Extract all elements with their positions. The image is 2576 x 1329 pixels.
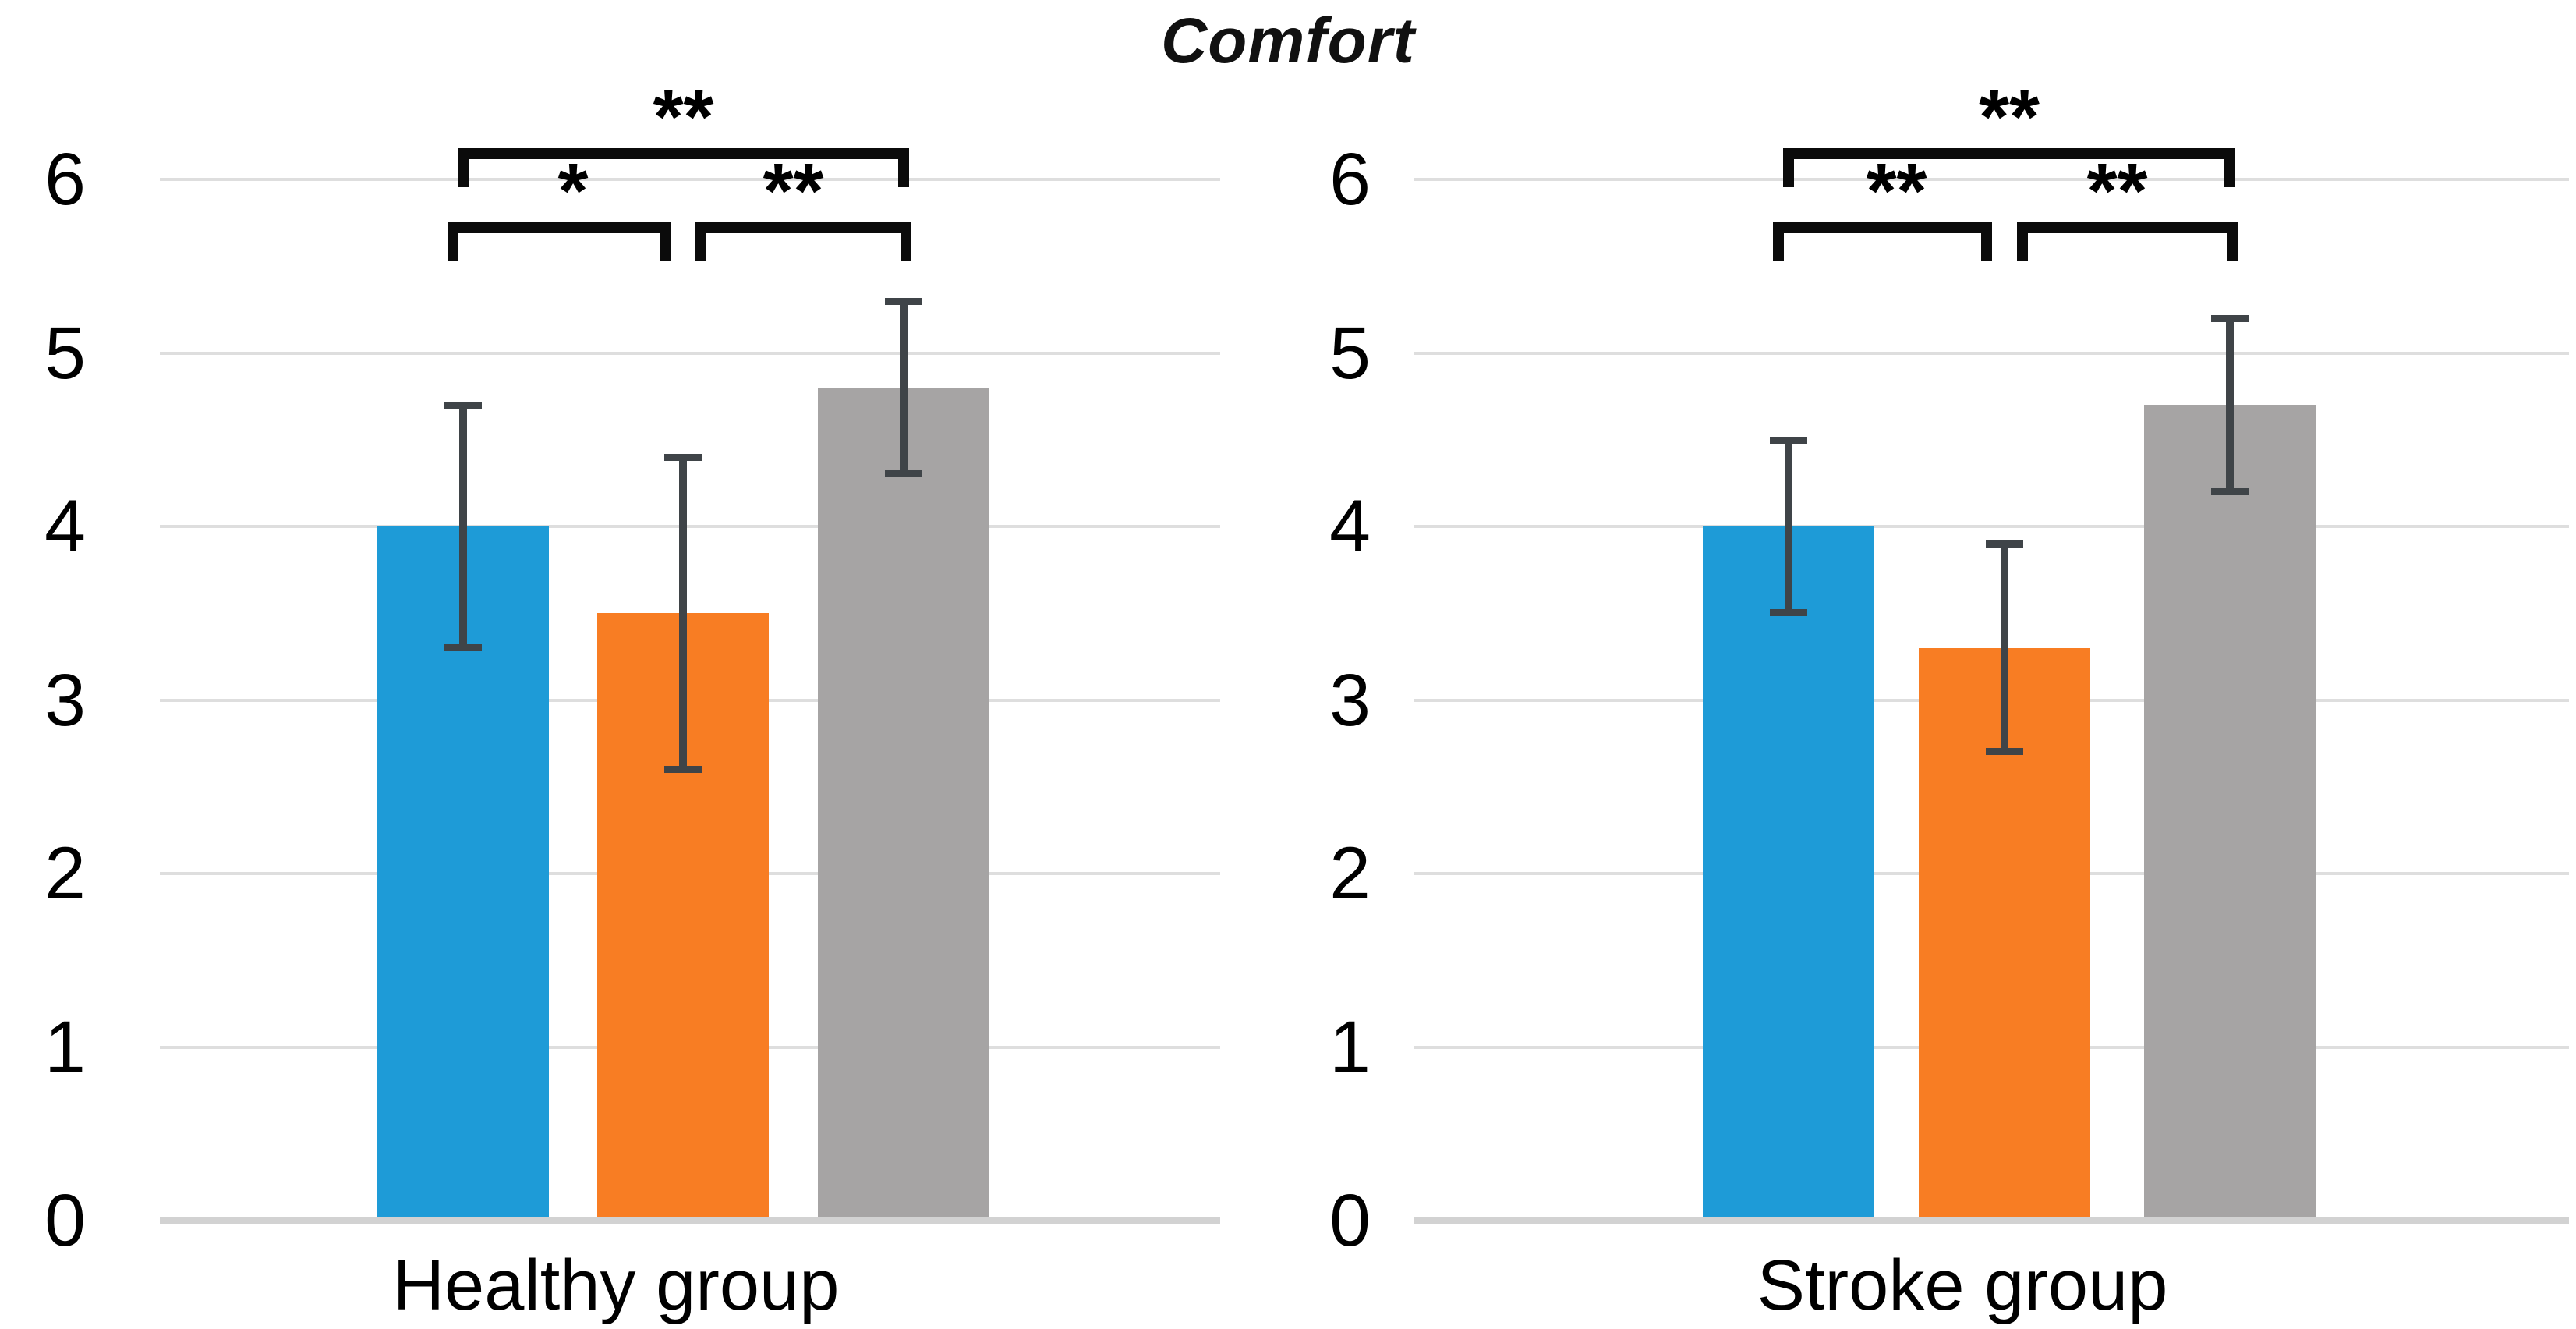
error-bar-blue-bottom-cap — [1770, 609, 1807, 617]
bar-blue — [1703, 526, 1874, 1221]
y-tick-label-2: 2 — [1329, 832, 1371, 915]
significance-bracket-bar — [448, 222, 671, 233]
error-bar-orange-line — [2001, 544, 2008, 753]
significance-label: ** — [763, 147, 824, 235]
significance-bracket-left-tick — [458, 148, 469, 187]
gridline-5 — [1414, 351, 2569, 355]
y-tick-label-5: 5 — [1329, 311, 1371, 395]
significance-bracket-left-tick — [448, 222, 458, 261]
error-bar-blue-top-cap — [1770, 436, 1807, 444]
error-bar-blue-line — [459, 405, 467, 648]
error-bar-gray-top-cap — [885, 297, 922, 305]
y-tick-label-3: 3 — [44, 658, 86, 742]
significance-bracket-left-tick — [1783, 148, 1794, 187]
error-bar-orange-bottom-cap — [1986, 748, 2023, 756]
y-tick-label-1: 1 — [1329, 1005, 1371, 1089]
category-label-stroke-group: Stroke group — [1757, 1246, 2168, 1325]
y-tick-label-3: 3 — [1329, 658, 1371, 742]
x-axis-line — [160, 1217, 1220, 1224]
y-tick-label-2: 2 — [44, 832, 86, 915]
gridline-6 — [1414, 178, 2569, 181]
error-bar-orange-bottom-cap — [664, 765, 702, 773]
significance-bracket-left-tick — [695, 222, 706, 261]
error-bar-blue-line — [1785, 439, 1792, 614]
y-tick-label-0: 0 — [44, 1179, 86, 1262]
significance-bracket-left-tick — [1773, 222, 1784, 261]
error-bar-orange-line — [679, 457, 687, 770]
significance-bracket-bar — [458, 148, 909, 159]
error-bar-orange-top-cap — [664, 454, 702, 461]
significance-label: ** — [1979, 73, 2040, 161]
error-bar-gray-bottom-cap — [2211, 487, 2249, 495]
significance-label: ** — [653, 73, 714, 161]
significance-bracket-right-tick — [1981, 222, 1992, 261]
error-bar-gray-line — [900, 300, 908, 475]
gridline-6 — [160, 178, 1220, 181]
significance-bracket-right-tick — [901, 222, 911, 261]
gridline-4 — [1414, 525, 2569, 528]
significance-bracket-right-tick — [2224, 148, 2235, 187]
significance-bracket-bar — [1783, 148, 2235, 159]
x-axis-line — [1414, 1217, 2569, 1224]
error-bar-gray-bottom-cap — [885, 470, 922, 478]
significance-bracket-bar — [695, 222, 911, 233]
chart-title: Comfort — [1161, 5, 1415, 76]
error-bar-gray-line — [2226, 318, 2234, 492]
significance-label: ** — [2086, 147, 2148, 235]
bar-gray — [818, 388, 989, 1221]
y-tick-label-1: 1 — [44, 1005, 86, 1089]
gridline-4 — [160, 525, 1220, 528]
y-tick-label-6: 6 — [1329, 138, 1371, 221]
significance-bracket-bar — [2017, 222, 2238, 233]
significance-bracket-left-tick — [2017, 222, 2028, 261]
significance-bracket-right-tick — [898, 148, 909, 187]
y-tick-label-5: 5 — [44, 311, 86, 395]
error-bar-blue-bottom-cap — [444, 643, 482, 651]
bar-gray — [2144, 405, 2316, 1221]
significance-bracket-bar — [1773, 222, 1992, 233]
significance-label: * — [557, 147, 589, 235]
error-bar-blue-top-cap — [444, 402, 482, 409]
significance-bracket-right-tick — [2227, 222, 2238, 261]
y-tick-label-0: 0 — [1329, 1179, 1371, 1262]
significance-label: ** — [1866, 147, 1927, 235]
error-bar-orange-top-cap — [1986, 540, 2023, 548]
y-tick-label-6: 6 — [44, 138, 86, 221]
y-tick-label-4: 4 — [44, 485, 86, 568]
significance-bracket-right-tick — [660, 222, 671, 261]
y-tick-label-4: 4 — [1329, 485, 1371, 568]
category-label-healthy-group: Healthy group — [392, 1246, 840, 1325]
error-bar-gray-top-cap — [2211, 315, 2249, 322]
gridline-5 — [160, 351, 1220, 355]
